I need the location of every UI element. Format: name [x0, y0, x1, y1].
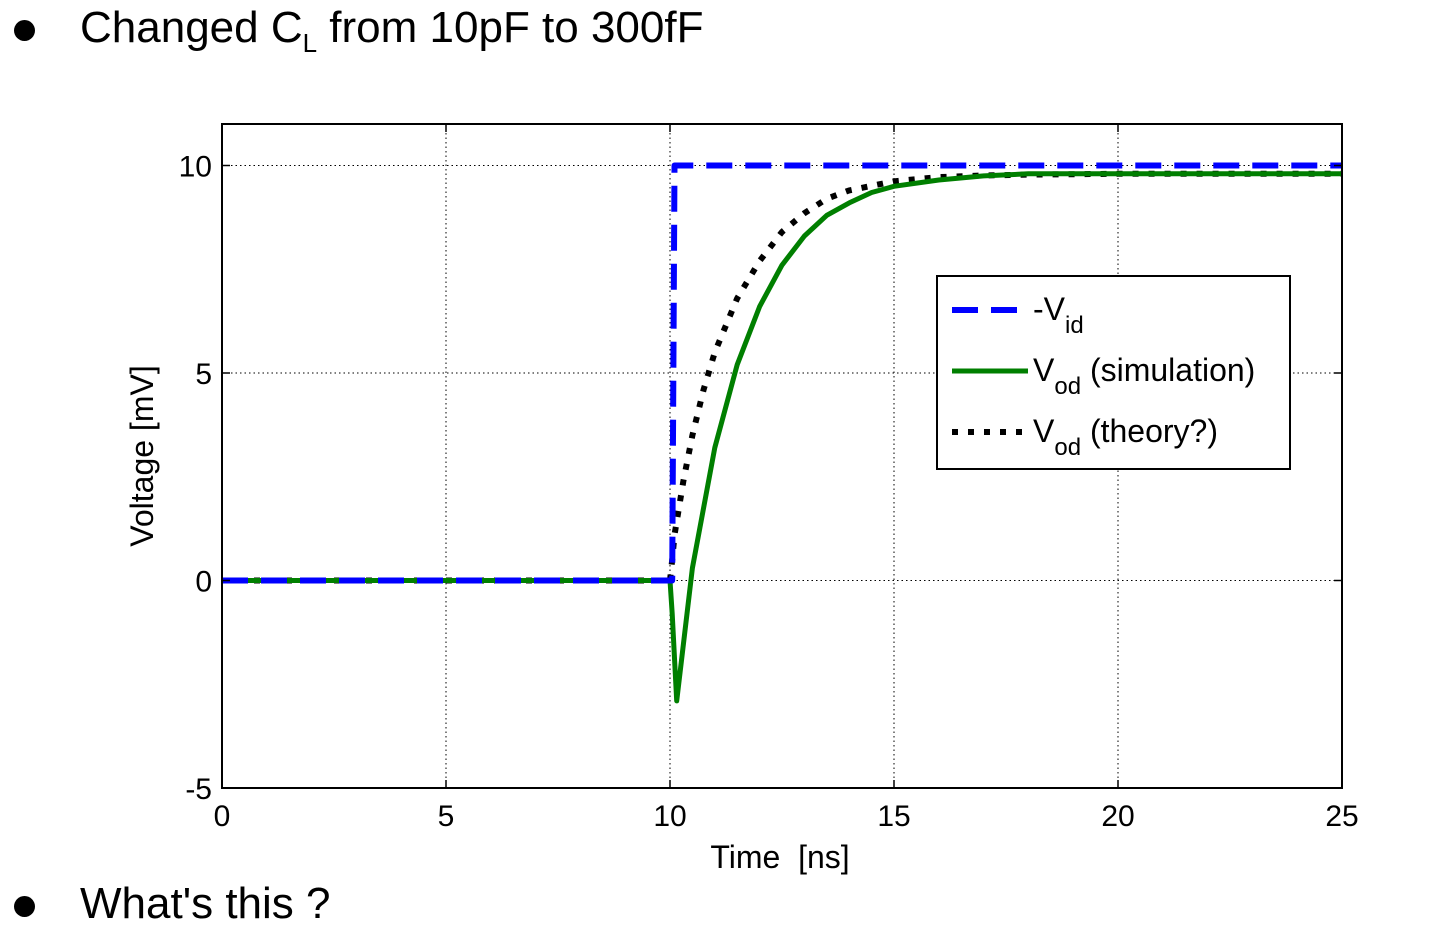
- x-axis-label: Time [ns]: [710, 839, 849, 875]
- bullet-text-subscript: L: [302, 28, 318, 58]
- y-tick-label: 5: [195, 358, 212, 391]
- bullet-dot: [14, 896, 35, 917]
- bullet-text: Changed CL from 10pF to 300fF: [80, 3, 703, 59]
- x-tick-label: 15: [877, 800, 910, 833]
- bullet-text-main: Changed C: [80, 3, 303, 52]
- x-tick-label: 20: [1101, 800, 1134, 833]
- bullet-item-2: What's this ?: [0, 876, 1437, 936]
- y-tick-label: 10: [179, 151, 212, 184]
- series-line-dashed: [222, 162, 1342, 584]
- bullet-text: What's this ?: [80, 879, 331, 929]
- bullet-text-main: What's this ?: [80, 879, 331, 928]
- x-tick-label: 5: [438, 800, 455, 833]
- y-tick-label: 0: [195, 566, 212, 599]
- x-tick-label: 25: [1325, 800, 1358, 833]
- plot-frame: [221, 123, 1343, 789]
- x-tick-label: 10: [653, 800, 686, 833]
- legend-label: -Vid: [1033, 291, 1084, 339]
- bullet-dot: [14, 20, 35, 41]
- bullet-item-1: Changed CL from 10pF to 300fF: [0, 0, 1437, 60]
- x-tick-label: 0: [214, 800, 231, 833]
- legend: -Vid Vod (simulation) Vod (theory?): [936, 275, 1291, 470]
- bullet-text-rest: from 10pF to 300fF: [317, 3, 704, 52]
- y-axis-label: Voltage [mV]: [124, 365, 160, 546]
- y-tick-label: -5: [185, 773, 212, 806]
- series-lines: [222, 162, 1342, 704]
- legend-label: Vod (theory?): [1033, 413, 1218, 461]
- series-line-solid: [222, 171, 1342, 704]
- legend-label: Vod (simulation): [1033, 352, 1255, 400]
